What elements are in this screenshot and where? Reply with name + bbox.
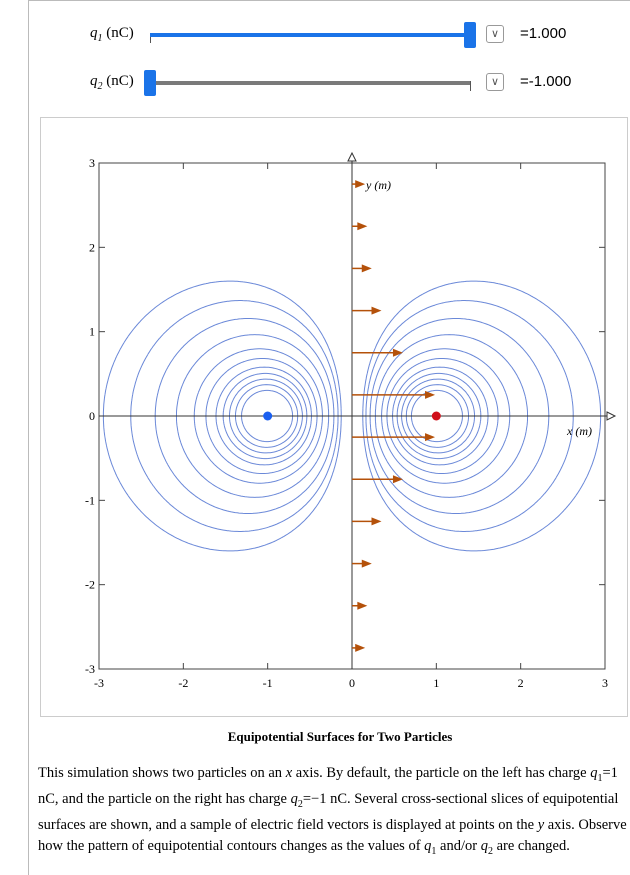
equipotential-contour — [222, 372, 308, 460]
text: 1 — [597, 772, 603, 784]
track-end — [150, 33, 151, 43]
field-vector-head — [392, 475, 403, 484]
y-axis-arrow — [347, 151, 357, 162]
text: y — [537, 816, 545, 833]
equipotential-contour — [369, 318, 550, 514]
text: and/or — [436, 837, 481, 854]
equipotential-contour — [362, 280, 602, 552]
plot-panel — [40, 117, 628, 717]
equipotential-contour — [381, 348, 511, 484]
chart: -3 -2 -1 0 1 2 3 -3 -2 -1 0 1 2 3 x (m) y (m) — [85, 151, 617, 690]
app-frame — [28, 0, 630, 875]
equipotential-contour — [401, 378, 475, 454]
y-tick-label: -1 — [85, 493, 95, 507]
charge — [263, 411, 273, 421]
symbol: q — [90, 73, 98, 89]
x-tick-label: -2 — [178, 676, 188, 690]
text: =1 nC, and the particle on the right has… — [38, 765, 618, 807]
equipotential-contour — [193, 348, 323, 484]
equipotential-contour — [175, 334, 330, 498]
field-vector-head — [355, 643, 366, 652]
text: q — [424, 837, 432, 854]
field-vector-head — [361, 559, 372, 568]
dropdown-button[interactable]: ∨ — [486, 25, 504, 43]
y-tick-label: 3 — [89, 156, 95, 170]
y-tick-label: 1 — [89, 325, 95, 339]
equipotential-contour — [229, 378, 303, 454]
equipotential-contour — [410, 389, 463, 443]
unit: (nC) — [102, 73, 134, 89]
subscript: 2 — [97, 81, 103, 92]
text: axis. Observe how the pattern of equipot… — [38, 816, 627, 854]
field-vector-head — [355, 180, 366, 189]
subscript: 1 — [97, 33, 103, 44]
symbol: q — [90, 25, 98, 41]
field-vector-head — [361, 264, 372, 273]
x-tick-label: 3 — [602, 676, 608, 690]
x-axis-arrow — [606, 411, 617, 421]
text: q — [590, 765, 598, 781]
equipotential-contour — [386, 358, 499, 474]
field-vector-head — [357, 222, 368, 231]
text: 1 — [431, 845, 437, 857]
slider-thumb[interactable] — [464, 22, 476, 48]
equipotential-contour — [235, 384, 299, 448]
x-tick-label: 0 — [349, 676, 355, 690]
equipotential-contour — [130, 300, 339, 532]
text: axis. By default, the particle on the le… — [292, 765, 591, 781]
unit: (nC) — [102, 25, 134, 41]
y-axis-label: y (m) — [365, 178, 391, 192]
x-tick-label: -3 — [94, 676, 104, 690]
description: This simulation shows two particles on a… — [38, 763, 630, 862]
field-vector-head — [357, 601, 368, 610]
equipotential-contour — [205, 358, 318, 474]
field-vector-head — [425, 433, 436, 442]
equipotential-contour — [154, 318, 335, 514]
y-tick-label: -3 — [85, 662, 95, 676]
equipotential-contour — [365, 300, 574, 532]
control-q2: q2 (nC) ∨ =-1.000 — [0, 68, 630, 98]
field-vector-head — [371, 517, 382, 526]
equipotential-contour — [241, 389, 294, 443]
equipotential-contour — [396, 372, 482, 460]
text: q — [290, 790, 298, 807]
text: x — [285, 765, 293, 781]
text: q — [480, 837, 488, 854]
y-tick-label: 2 — [89, 240, 95, 254]
equipotential-contour — [102, 280, 342, 552]
x-tick-label: 2 — [518, 676, 524, 690]
x-axis-label: x (m) — [566, 424, 592, 438]
text: 2 — [487, 845, 493, 857]
equipotential-contour — [215, 366, 312, 466]
track-end — [470, 81, 471, 91]
equipotential-contour — [405, 384, 469, 448]
text: This simulation shows two particles on a… — [38, 765, 286, 781]
value-label: =1.000 — [520, 25, 567, 42]
contours — [102, 280, 602, 552]
caption: Equipotential Surfaces for Two Particles — [227, 729, 453, 744]
control-label: q1 (nC) — [90, 25, 134, 44]
text: =−1 nC. Several cross-sectional slices o… — [38, 790, 619, 833]
dropdown-button[interactable]: ∨ — [486, 73, 504, 91]
slider-thumb[interactable] — [144, 70, 156, 96]
slider-fill — [150, 33, 470, 37]
x-tick-label: -1 — [263, 676, 273, 690]
control-q1: q1 (nC) ∨ =1.000 — [0, 20, 630, 50]
text: are changed. — [492, 837, 570, 854]
text: 2 — [297, 798, 303, 810]
charge — [431, 411, 441, 421]
slider-track[interactable] — [150, 81, 470, 85]
equipotential-contour — [392, 366, 489, 466]
field-vector-head — [425, 390, 436, 399]
control-label: q2 (nC) — [90, 73, 134, 92]
x-tick-label: 1 — [433, 676, 439, 690]
field-vector-head — [371, 306, 382, 315]
y-tick-label: -2 — [85, 578, 95, 592]
field-vector-head — [392, 348, 403, 357]
equipotential-contour — [374, 334, 529, 498]
value-label: =-1.000 — [520, 73, 572, 90]
y-tick-label: 0 — [89, 409, 95, 423]
